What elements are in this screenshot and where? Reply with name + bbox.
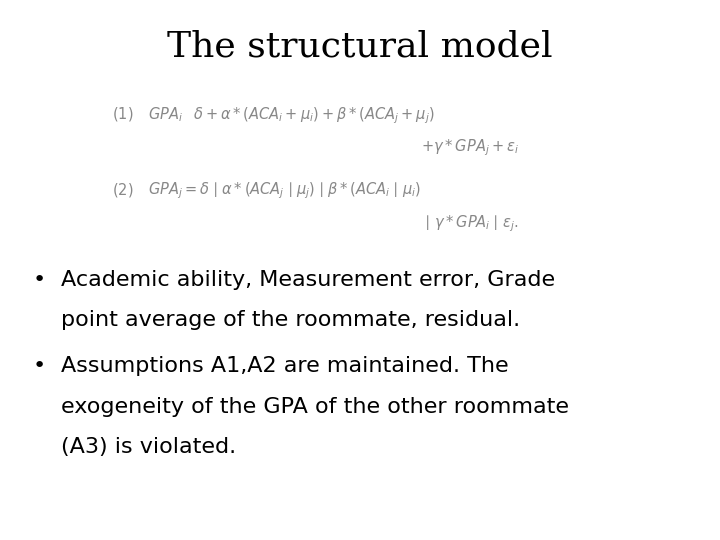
Text: point average of the roommate, residual.: point average of the roommate, residual. xyxy=(61,310,521,330)
Text: The structural model: The structural model xyxy=(167,30,553,64)
Text: $GPA_i \;\;\; \delta + \alpha * (ACA_i + \mu_i) + \beta * (ACA_j + \mu_j)$: $GPA_i \;\;\; \delta + \alpha * (ACA_i +… xyxy=(148,105,434,126)
Text: Assumptions A1,A2 are maintained. The: Assumptions A1,A2 are maintained. The xyxy=(61,356,509,376)
Text: exogeneity of the GPA of the other roommate: exogeneity of the GPA of the other roomm… xyxy=(61,397,570,417)
Text: •: • xyxy=(32,356,45,376)
Text: $\mid \gamma * GPA_i \mid \epsilon_j.$: $\mid \gamma * GPA_i \mid \epsilon_j.$ xyxy=(421,213,518,234)
Text: $(1)$: $(1)$ xyxy=(112,105,133,123)
Text: $GPA_j = \delta \mid \alpha * (ACA_j \mid \mu_j) \mid \beta * (ACA_i \mid \mu_i): $GPA_j = \delta \mid \alpha * (ACA_j \mi… xyxy=(148,181,420,201)
Text: •: • xyxy=(32,270,45,290)
Text: Academic ability, Measurement error, Grade: Academic ability, Measurement error, Gra… xyxy=(61,270,555,290)
Text: (A3) is violated.: (A3) is violated. xyxy=(61,437,236,457)
Text: $+ \gamma * GPA_j + \epsilon_i$: $+ \gamma * GPA_j + \epsilon_i$ xyxy=(421,138,519,158)
Text: $(2)$: $(2)$ xyxy=(112,181,133,199)
